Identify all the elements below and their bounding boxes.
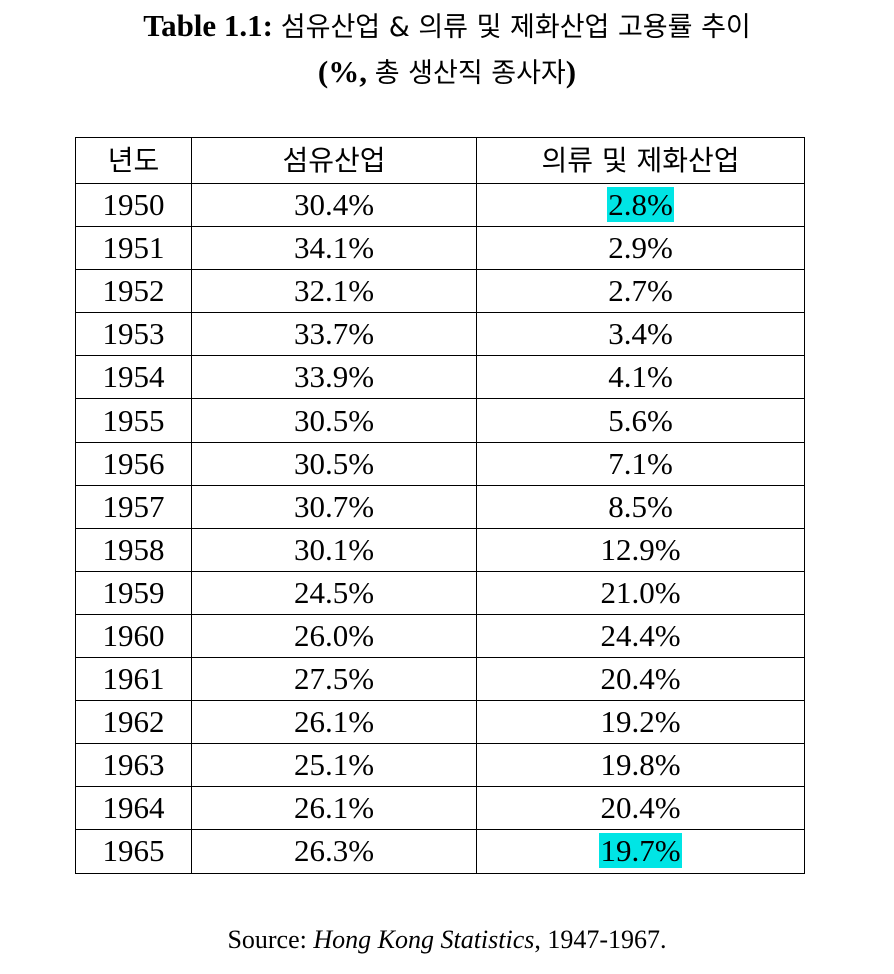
employment-table: 년도 섬유산업 의류 및 제화산업 1950 30.4% 2.8% 1951 34.1%…	[75, 137, 805, 874]
source-suffix: , 1947-1967.	[534, 925, 667, 954]
table-row: 1965 26.3% 19.7%	[75, 829, 805, 874]
subtitle-text: 총 생산직 종사자	[374, 58, 566, 89]
table-row: 1953 33.7% 3.4%	[75, 312, 805, 357]
table-body: 1950 30.4% 2.8% 1951 34.1% 2.9% 1952 32.1% 2.7% 1…	[75, 182, 805, 874]
header-textile: 섬유산업	[191, 137, 477, 184]
header-row: 년도 섬유산업 의류 및 제화산업	[75, 137, 805, 184]
cell-textile: 32.1%	[191, 269, 477, 314]
cell-textile: 33.9%	[191, 355, 477, 400]
cell-year: 1958	[75, 527, 192, 572]
table-row: 1961 27.5% 20.4%	[75, 657, 805, 702]
cell-year: 1957	[75, 484, 192, 529]
cell-apparel: 20.4%	[476, 657, 805, 702]
cell-apparel-value: 8.5%	[608, 488, 673, 524]
cell-apparel-value: 21.0%	[600, 574, 681, 610]
table-row: 1959 24.5% 21.0%	[75, 570, 805, 615]
cell-textile: 30.4%	[191, 182, 477, 228]
table-row: 1958 30.1% 12.9%	[75, 527, 805, 572]
cell-textile: 26.1%	[191, 786, 477, 831]
cell-apparel-value: 12.9%	[600, 531, 681, 567]
header-year: 년도	[75, 137, 192, 184]
cell-year: 1961	[75, 657, 192, 702]
cell-apparel: 3.4%	[476, 312, 805, 357]
cell-year: 1962	[75, 700, 192, 745]
cell-apparel: 2.9%	[476, 226, 805, 271]
cell-apparel-value: 3.4%	[608, 316, 673, 352]
cell-year: 1951	[75, 226, 192, 271]
cell-year: 1950	[75, 182, 192, 228]
table-row: 1962 26.1% 19.2%	[75, 700, 805, 745]
table-caption: Table 1.1: 섬유산업 & 의류 및 제화산업 고용률 추이 (%, 총…	[0, 4, 894, 96]
cell-apparel-value: 19.8%	[600, 747, 681, 783]
source-prefix: Source:	[227, 925, 314, 954]
cell-apparel: 21.0%	[476, 570, 805, 615]
cell-year: 1965	[75, 829, 192, 874]
table-row: 1963 25.1% 19.8%	[75, 743, 805, 788]
cell-apparel-value: 20.4%	[600, 661, 681, 697]
cell-apparel: 19.2%	[476, 700, 805, 745]
table-row: 1952 32.1% 2.7%	[75, 269, 805, 314]
cell-textile: 30.1%	[191, 527, 477, 572]
cell-textile: 30.7%	[191, 484, 477, 529]
cell-textile: 27.5%	[191, 657, 477, 702]
cell-textile: 30.5%	[191, 441, 477, 486]
table-row: 1957 30.7% 8.5%	[75, 484, 805, 529]
table-row: 1964 26.1% 20.4%	[75, 786, 805, 831]
cell-apparel: 20.4%	[476, 786, 805, 831]
cell-apparel-value: 2.9%	[608, 230, 673, 266]
cell-year: 1952	[75, 269, 192, 314]
cell-year: 1960	[75, 613, 192, 659]
cell-apparel: 19.8%	[476, 743, 805, 788]
cell-year: 1956	[75, 441, 192, 486]
table-row: 1950 30.4% 2.8%	[75, 182, 805, 228]
cell-apparel-value: 4.1%	[608, 359, 673, 395]
cell-apparel: 8.5%	[476, 484, 805, 529]
cell-textile: 30.5%	[191, 398, 477, 443]
cell-textile: 26.1%	[191, 700, 477, 745]
table-title-text: 섬유산업 & 의류 및 제화산업 고용률 추이	[280, 12, 751, 43]
highlighted-value: 2.8%	[607, 187, 674, 223]
source-publication: Hong Kong Statistics	[313, 925, 535, 954]
cell-year: 1955	[75, 398, 192, 443]
cell-apparel: 2.7%	[476, 269, 805, 314]
cell-apparel-value: 5.6%	[608, 402, 673, 438]
cell-textile: 26.3%	[191, 829, 477, 874]
cell-textile: 24.5%	[191, 570, 477, 615]
subtitle-close: )	[565, 54, 577, 89]
cell-apparel-value: 24.4%	[600, 617, 681, 653]
table-row: 1951 34.1% 2.9%	[75, 226, 805, 271]
cell-apparel: 24.4%	[476, 613, 805, 659]
highlighted-value: 19.7%	[599, 833, 682, 869]
cell-apparel-value: 20.4%	[600, 790, 681, 826]
cell-apparel: 12.9%	[476, 527, 805, 572]
cell-textile: 26.0%	[191, 613, 477, 659]
table-number: Table 1.1:	[143, 8, 274, 43]
subtitle-open: (%,	[317, 54, 367, 89]
table-title: Table 1.1: 섬유산업 & 의류 및 제화산업 고용률 추이	[0, 4, 894, 50]
cell-apparel-value: 7.1%	[608, 445, 673, 481]
table-subtitle: (%, 총 생산직 종사자)	[0, 50, 894, 96]
cell-textile: 33.7%	[191, 312, 477, 357]
cell-year: 1963	[75, 743, 192, 788]
cell-textile: 25.1%	[191, 743, 477, 788]
cell-year: 1954	[75, 355, 192, 400]
source-note: Source: Hong Kong Statistics, 1947-1967.	[0, 922, 894, 958]
cell-apparel: 2.8%	[476, 182, 805, 228]
cell-year: 1964	[75, 786, 192, 831]
cell-apparel: 7.1%	[476, 441, 805, 486]
table-row: 1960 26.0% 24.4%	[75, 613, 805, 659]
header-apparel: 의류 및 제화산업	[476, 137, 805, 184]
cell-year: 1959	[75, 570, 192, 615]
cell-apparel: 5.6%	[476, 398, 805, 443]
table-row: 1955 30.5% 5.6%	[75, 398, 805, 443]
cell-apparel: 4.1%	[476, 355, 805, 400]
table-row: 1954 33.9% 4.1%	[75, 355, 805, 400]
cell-textile: 34.1%	[191, 226, 477, 271]
cell-year: 1953	[75, 312, 192, 357]
cell-apparel-value: 2.7%	[608, 273, 673, 309]
table-row: 1956 30.5% 7.1%	[75, 441, 805, 486]
cell-apparel-value: 19.2%	[600, 704, 681, 740]
cell-apparel: 19.7%	[476, 829, 805, 874]
